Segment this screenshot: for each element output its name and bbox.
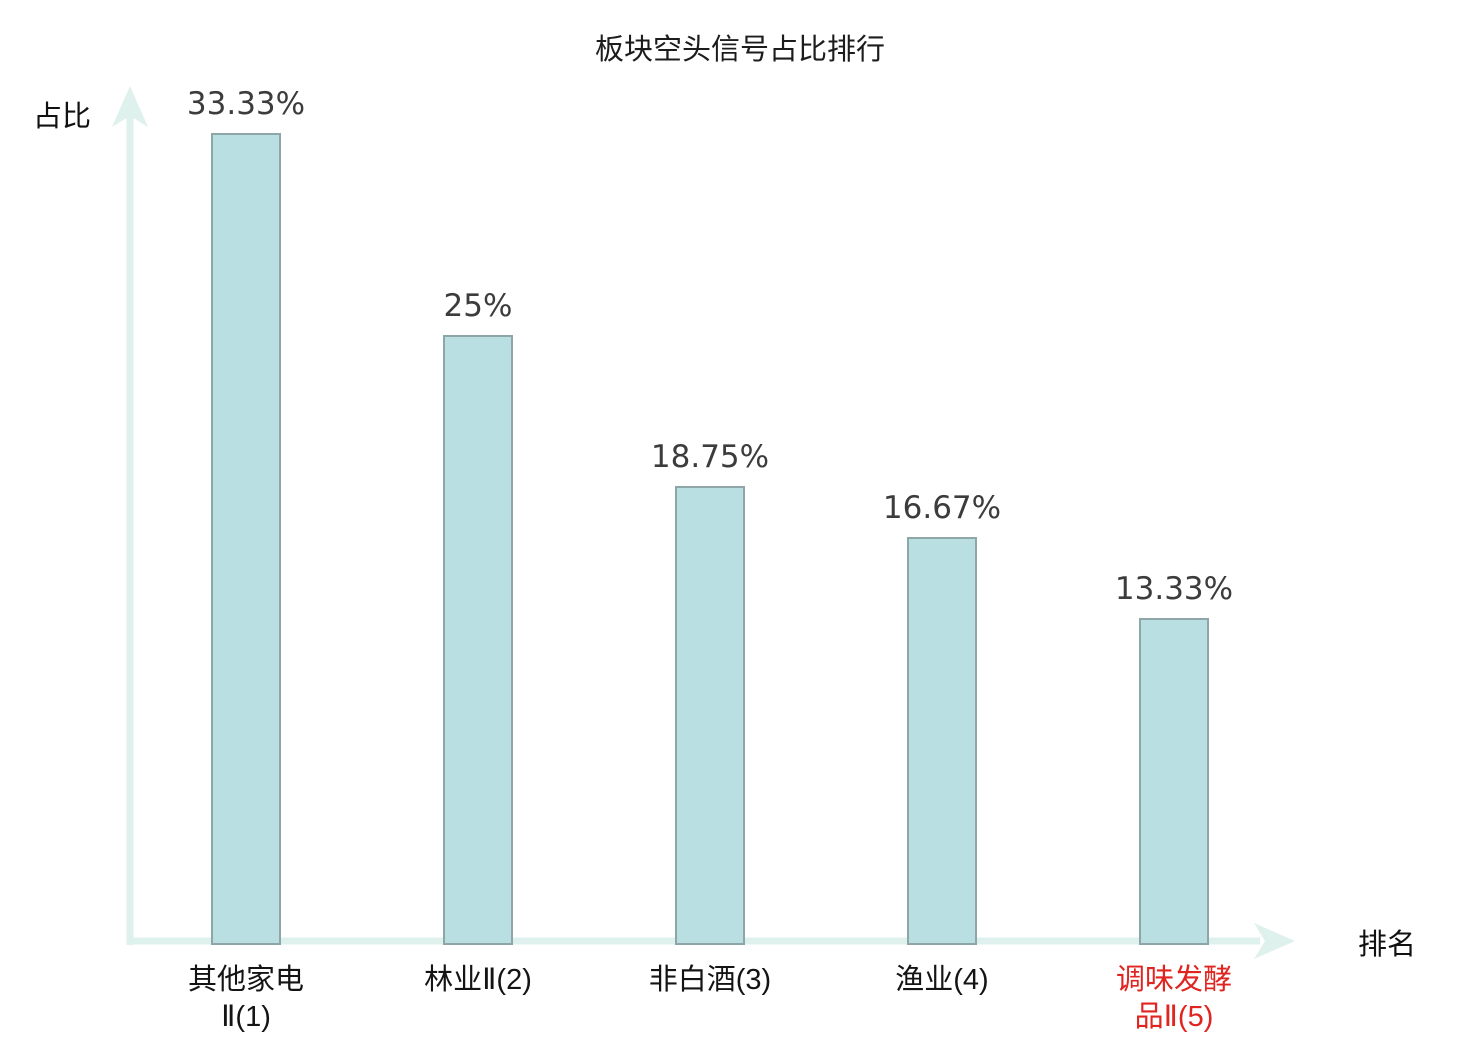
chart-title: 板块空头信号占比排行	[594, 34, 885, 66]
x-axis-arrow-icon	[1254, 923, 1295, 959]
bar-4	[907, 536, 977, 945]
bar-5	[1139, 617, 1209, 945]
category-label-3: 非白酒(3)	[648, 964, 772, 996]
category-label-4: 渔业(4)	[895, 964, 989, 996]
value-label-2: 25%	[443, 287, 513, 324]
x-axis-label: 排名	[1358, 929, 1417, 961]
category-label-2: 林业Ⅱ(2)	[424, 964, 532, 996]
bar-1	[211, 133, 281, 945]
y-axis-label: 占比	[33, 101, 92, 133]
value-label-5: 13.33%	[1114, 570, 1234, 607]
value-label-1: 33.33%	[186, 86, 306, 122]
y-axis-arrow-icon	[112, 86, 148, 127]
bar-2	[443, 334, 513, 945]
bar-3	[675, 486, 745, 945]
value-label-4: 16.67%	[882, 489, 1002, 526]
category-label-1: 其他家电 Ⅱ(1)	[187, 964, 304, 1033]
category-label-5: 调味发酵 品Ⅱ(5)	[1115, 964, 1232, 1033]
value-label-3: 18.75%	[650, 439, 770, 476]
